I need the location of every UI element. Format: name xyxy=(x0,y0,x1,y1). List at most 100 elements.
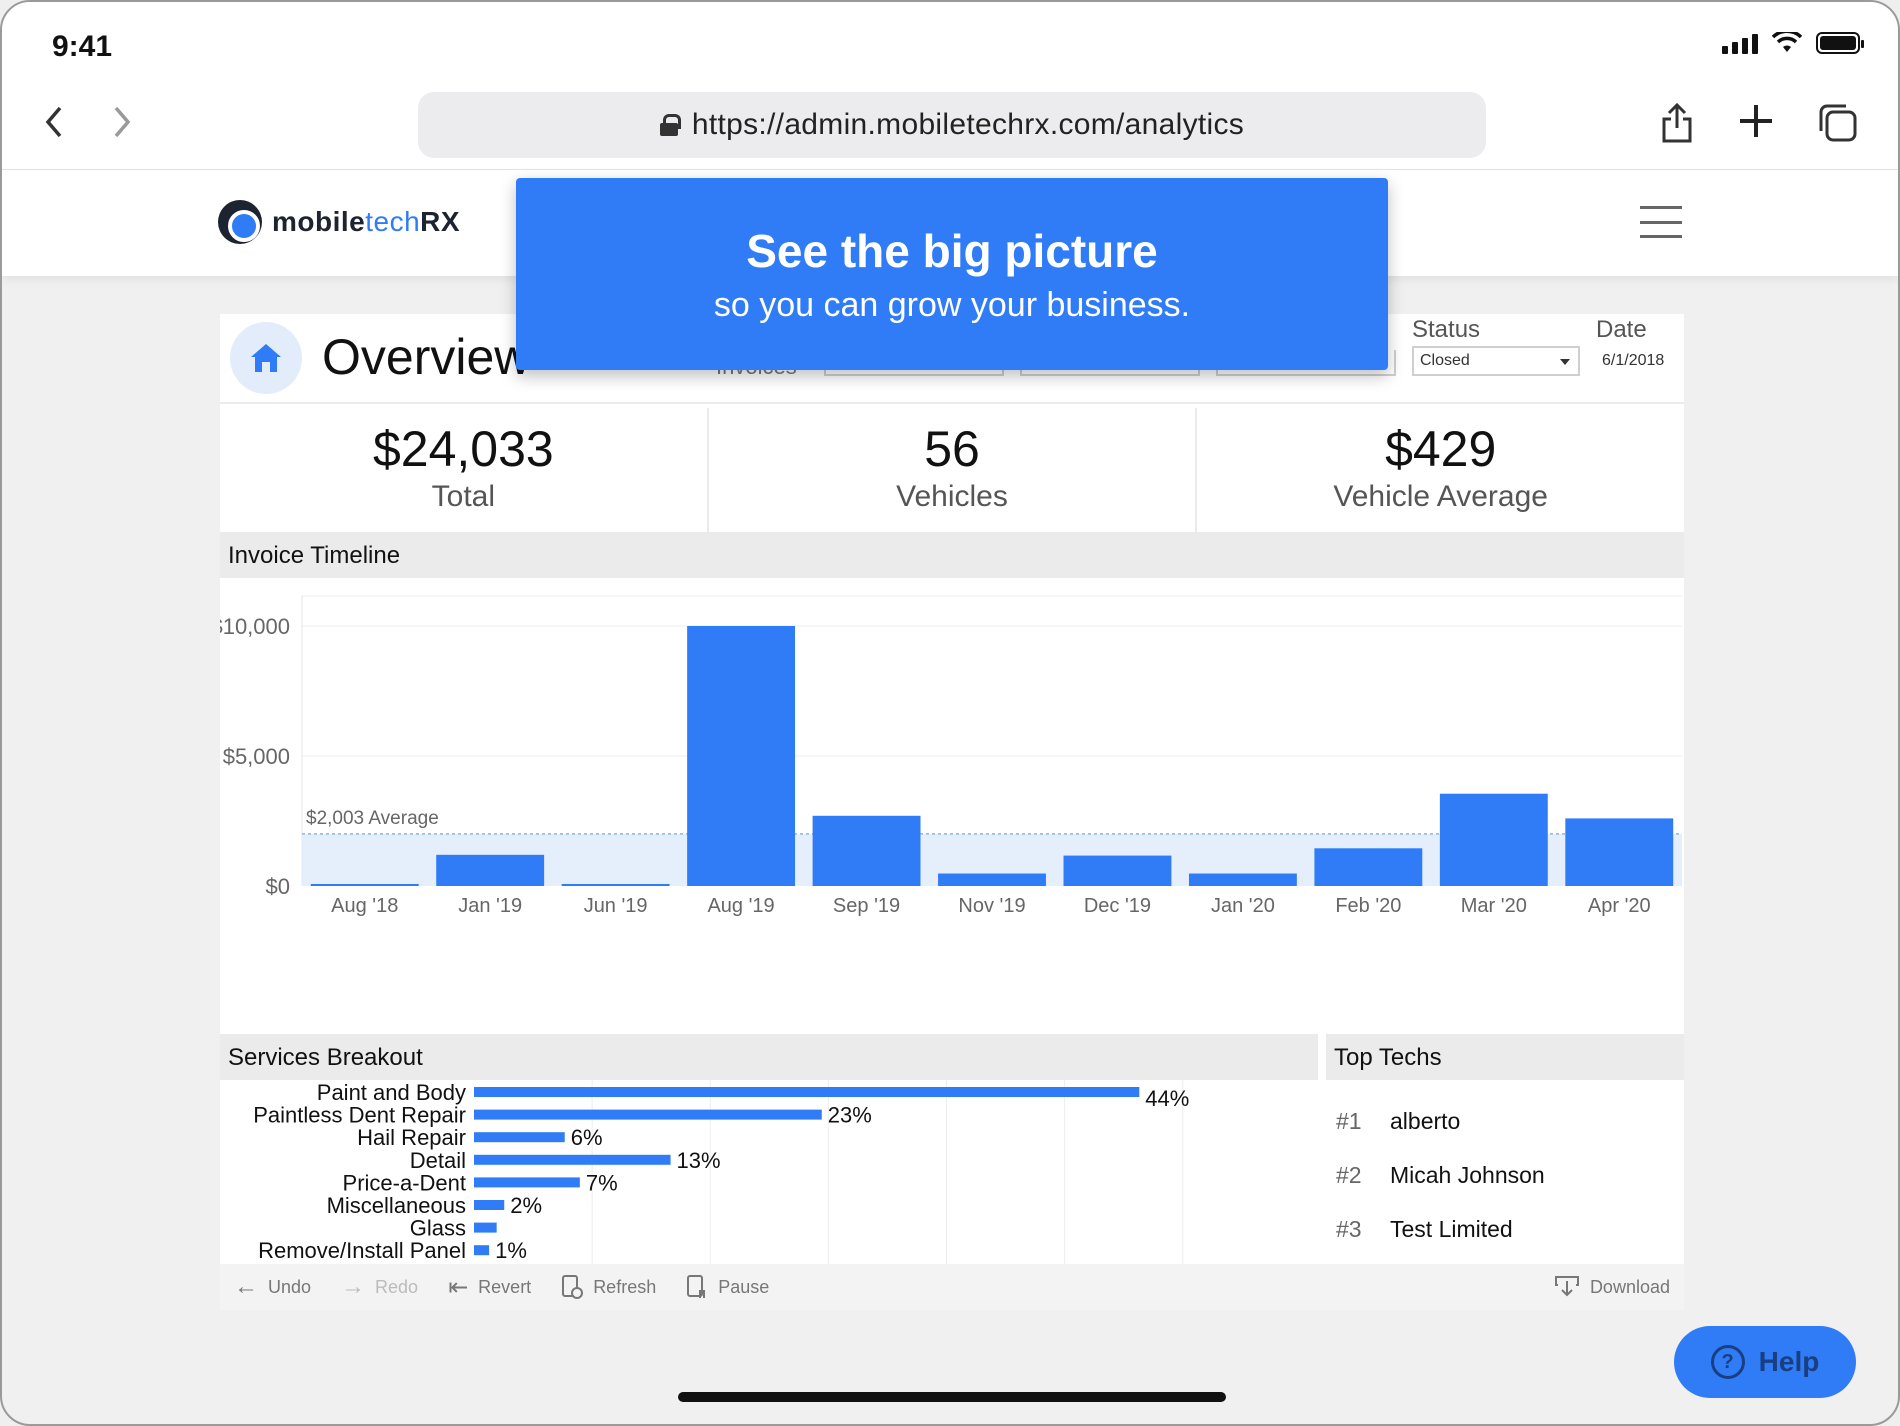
service-bar xyxy=(474,1087,1140,1097)
value-label: 1% xyxy=(495,1238,527,1263)
undo-label: Undo xyxy=(268,1276,312,1297)
timeline-bar xyxy=(938,873,1046,886)
status-select[interactable]: Closed xyxy=(1412,346,1580,376)
service-bar xyxy=(474,1177,580,1188)
x-tick-label: Aug '19 xyxy=(707,895,774,917)
tech-row: #2 Micah Johnson xyxy=(1326,1148,1684,1202)
pause-button[interactable]: Pause xyxy=(686,1274,769,1300)
redo-button[interactable]: → Redo xyxy=(341,1273,418,1301)
y-tick-label: $10,000 xyxy=(220,614,290,639)
browser-actions xyxy=(1660,102,1858,144)
timeline-bar xyxy=(1314,848,1423,886)
help-button[interactable]: ? Help xyxy=(1674,1326,1856,1398)
top-techs-list: #1 alberto #2 Micah Johnson #3 Test Limi… xyxy=(1326,1094,1684,1256)
timeline-bar xyxy=(1063,855,1172,886)
clock: 9:41 xyxy=(52,30,113,63)
arrow-right-icon: → xyxy=(341,1273,366,1300)
value-label: 44% xyxy=(1145,1086,1189,1111)
x-tick-label: Jan '20 xyxy=(1211,895,1275,917)
service-bar xyxy=(474,1154,671,1165)
category-label: Paint and Body xyxy=(317,1080,466,1105)
back-button[interactable] xyxy=(42,102,66,149)
brand-logo[interactable]: mobiletechRX xyxy=(218,200,460,244)
download-icon xyxy=(1554,1276,1579,1297)
revert-label: Revert xyxy=(478,1276,532,1297)
timeline-bar xyxy=(687,626,796,886)
category-label: Detail xyxy=(410,1148,466,1173)
revert-button[interactable]: ⇤ Revert xyxy=(448,1273,531,1302)
logo-text-part-1: mobile xyxy=(272,206,366,237)
timeline-bar xyxy=(812,815,921,886)
dropdown-caret-icon xyxy=(1560,359,1570,365)
service-bar xyxy=(474,1222,497,1233)
download-label: Download xyxy=(1589,1276,1670,1297)
refresh-icon xyxy=(562,1275,584,1299)
category-label: Glass xyxy=(410,1216,466,1241)
x-tick-label: Aug '18 xyxy=(331,895,398,917)
wifi-icon xyxy=(1772,32,1802,52)
x-tick-label: Mar '20 xyxy=(1461,895,1527,917)
download-button[interactable]: Download xyxy=(1554,1275,1670,1299)
refresh-button[interactable]: Refresh xyxy=(561,1274,656,1300)
address-bar[interactable]: https://admin.mobiletechrx.com/analytics xyxy=(418,92,1486,158)
status-select-value: Closed xyxy=(1420,352,1470,369)
banner-title: See the big picture xyxy=(746,225,1158,277)
promo-banner: See the big picture so you can grow your… xyxy=(516,178,1388,370)
value-label: 6% xyxy=(571,1125,603,1150)
date-filter-label: Date xyxy=(1596,316,1647,343)
forward-button[interactable] xyxy=(110,102,134,149)
chevron-right-icon xyxy=(114,106,131,138)
home-button[interactable] xyxy=(230,322,302,394)
kpi-value: $24,033 xyxy=(372,421,554,477)
kpi-label: Vehicle Average xyxy=(1333,480,1548,513)
invoice-timeline-chart: $0 $5,000 $10,000 $2,003 Average Aug '18 Jan … xyxy=(220,595,1682,917)
hamburger-menu-icon[interactable] xyxy=(1640,206,1682,238)
revert-icon: ⇤ xyxy=(448,1273,469,1301)
x-tick-label: Jan '19 xyxy=(458,895,522,917)
tech-row: #3 Test Limited xyxy=(1326,1202,1684,1256)
y-tick-label: $5,000 xyxy=(223,744,290,769)
undo-button[interactable]: ← Undo xyxy=(234,1273,311,1301)
x-tick-label: Feb '20 xyxy=(1335,895,1401,917)
share-icon[interactable] xyxy=(1660,102,1694,144)
service-bar xyxy=(474,1132,565,1143)
arrow-left-icon: ← xyxy=(234,1273,258,1300)
timeline-bar xyxy=(1188,873,1297,886)
tech-name: alberto xyxy=(1390,1107,1461,1134)
page-title: Overview xyxy=(322,329,531,385)
pause-icon xyxy=(687,1275,706,1298)
pause-label: Pause xyxy=(718,1276,770,1297)
kpi-value: 56 xyxy=(924,421,980,477)
date-filter-value[interactable]: 6/1/2018 xyxy=(1602,352,1665,369)
kpi-total: $24,033 Total xyxy=(220,408,709,532)
cellular-signal-icon xyxy=(1722,32,1758,54)
lock-icon xyxy=(659,114,681,136)
y-tick-label: $0 xyxy=(266,874,290,899)
kpi-value: $429 xyxy=(1385,421,1497,477)
help-label: Help xyxy=(1758,1346,1820,1377)
timeline-bar xyxy=(1439,793,1548,886)
value-label: 13% xyxy=(677,1148,721,1173)
analytics-dashboard: Overview Invoices Status Closed Date 6/1… xyxy=(220,314,1684,1310)
x-tick-label: Dec '19 xyxy=(1084,895,1151,917)
average-label: $2,003 Average xyxy=(306,808,439,829)
chevron-left-icon xyxy=(45,106,62,138)
techs-section-header: Top Techs xyxy=(1326,1034,1684,1080)
category-label: Remove/Install Panel xyxy=(258,1238,466,1263)
refresh-label: Refresh xyxy=(593,1276,657,1297)
kpi-label: Vehicles xyxy=(896,480,1008,513)
redo-label: Redo xyxy=(375,1276,419,1297)
service-bar xyxy=(474,1109,822,1120)
timeline-bar xyxy=(310,884,419,886)
new-tab-plus-icon[interactable] xyxy=(1738,103,1774,144)
logo-text: mobiletechRX xyxy=(272,206,460,238)
service-bar xyxy=(474,1245,490,1256)
banner-subtitle: so you can grow your business. xyxy=(713,286,1191,324)
category-label: Price-a-Dent xyxy=(343,1170,466,1195)
kpi-vehicle-average: $429 Vehicle Average xyxy=(1197,408,1684,532)
tabs-overview-icon[interactable] xyxy=(1818,103,1858,143)
kpi-label: Total xyxy=(431,480,496,513)
x-tick-label: Apr '20 xyxy=(1588,895,1651,917)
value-label: 23% xyxy=(828,1103,872,1128)
